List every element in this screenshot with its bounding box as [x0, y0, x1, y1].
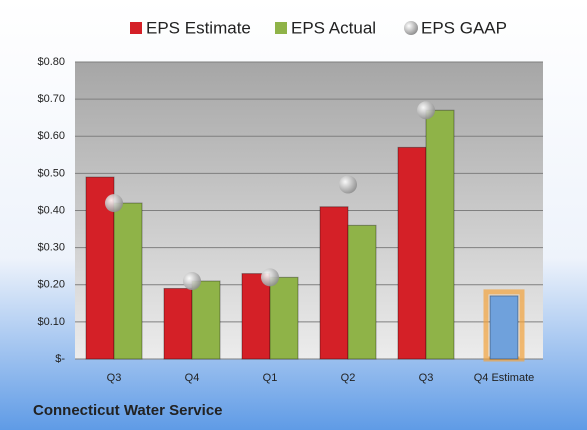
bar [85, 176, 115, 360]
bar [269, 276, 299, 360]
bar [425, 109, 455, 360]
y-tick-label: $0.50 [37, 167, 65, 179]
x-tick-label: Q4 [185, 372, 200, 384]
y-tick-label: $0.10 [37, 316, 65, 328]
legend-marker [404, 21, 418, 35]
legend-label: EPS Actual [291, 18, 376, 37]
legend-marker [275, 22, 287, 34]
bar [163, 287, 193, 360]
y-tick-label: $0.20 [37, 279, 65, 291]
x-tick-label: Q3 [419, 372, 434, 384]
y-tick-label: $0.70 [37, 93, 65, 105]
legend-marker [130, 22, 142, 34]
x-tick-label: Q4 Estimate [474, 372, 535, 384]
bar [489, 295, 519, 360]
gaap-marker [261, 268, 279, 287]
x-tick-label: Q1 [263, 372, 278, 384]
gaap-marker [339, 175, 357, 194]
bar [397, 146, 427, 360]
bar [347, 224, 377, 360]
bar [191, 280, 221, 360]
x-tick-label: Q3 [107, 372, 122, 384]
bar [113, 202, 143, 360]
legend-label: EPS GAAP [421, 18, 507, 37]
y-tick-label: $0.80 [37, 56, 65, 68]
bar [319, 206, 349, 360]
gaap-marker [417, 101, 435, 120]
y-tick-label: $0.40 [37, 204, 65, 216]
gaap-marker [183, 272, 201, 291]
y-tick-label: $0.60 [37, 130, 65, 142]
bar [241, 273, 271, 360]
y-tick-label: $0.30 [37, 242, 65, 254]
legend-label: EPS Estimate [146, 18, 251, 37]
chart-title: Connecticut Water Service [33, 402, 223, 419]
y-tick-label: $- [55, 353, 65, 365]
x-tick-label: Q2 [341, 372, 356, 384]
gaap-marker [105, 194, 123, 213]
